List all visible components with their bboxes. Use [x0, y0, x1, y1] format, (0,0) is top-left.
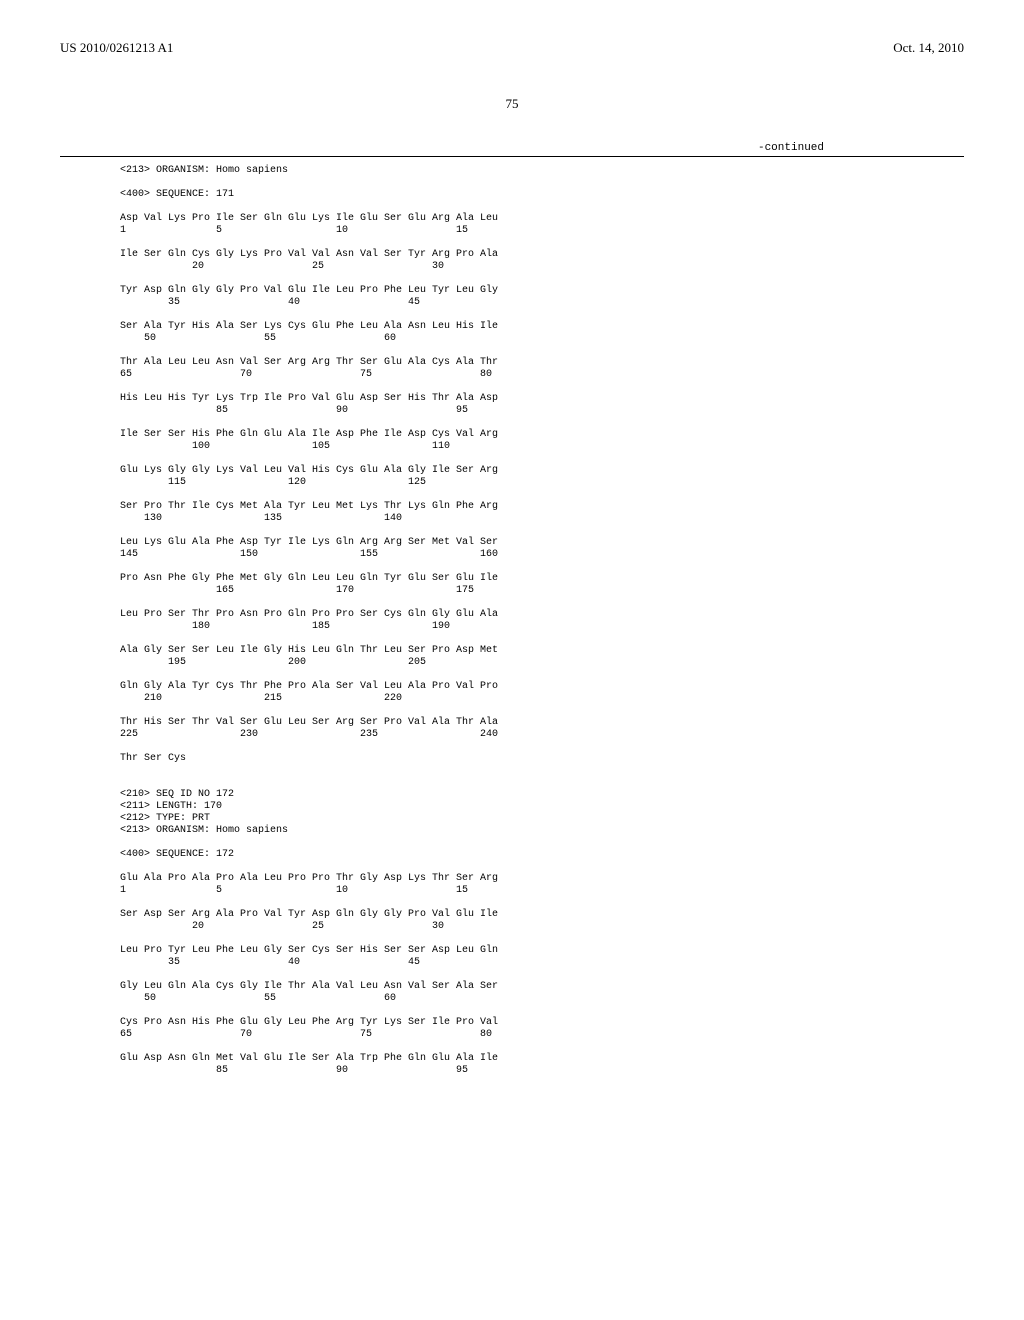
continued-label: -continued [60, 142, 824, 154]
publication-date: Oct. 14, 2010 [893, 40, 964, 56]
sequence-listing: <213> ORGANISM: Homo sapiens <400> SEQUE… [120, 165, 964, 1089]
publication-number: US 2010/0261213 A1 [60, 40, 173, 56]
page-number: 75 [60, 96, 964, 112]
divider [60, 156, 964, 157]
page-header: US 2010/0261213 A1 Oct. 14, 2010 [60, 40, 964, 56]
